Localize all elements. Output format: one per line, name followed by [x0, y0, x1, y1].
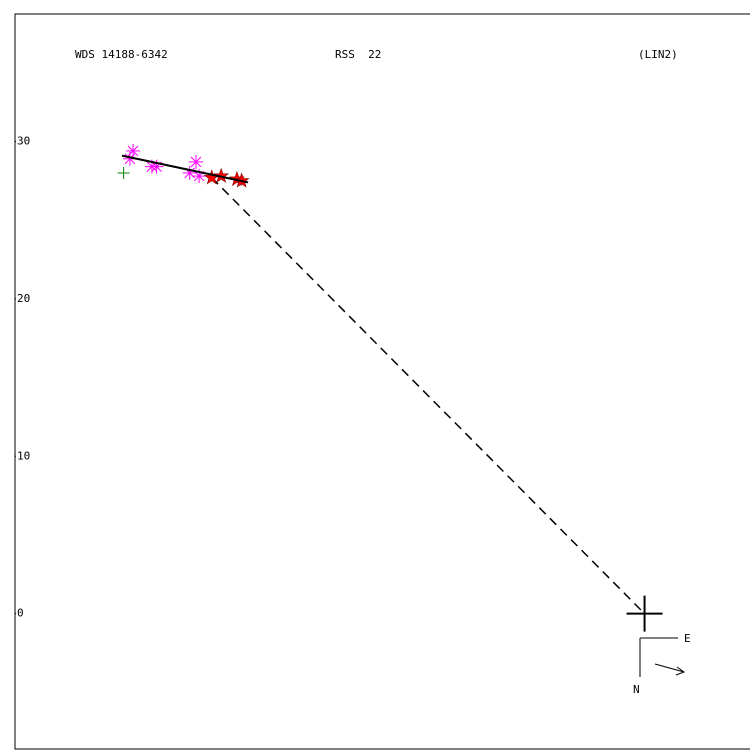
compass-east-label: E — [684, 632, 691, 645]
y-tick-label: 30 — [17, 134, 30, 147]
asterisk-spoke — [190, 156, 202, 168]
star-shape — [213, 167, 230, 183]
data-point — [188, 154, 203, 169]
asterisk-spoke — [184, 167, 196, 179]
chart-subtitle: RSS 22 — [335, 48, 381, 61]
y-tick-label: 0 — [17, 607, 24, 620]
asterisk-spoke — [124, 153, 136, 165]
annotation: (LIN2) — [638, 48, 678, 61]
compass-north-label: N — [633, 683, 640, 696]
chart-title: WDS 14188-6342 — [75, 48, 168, 61]
primary-star — [626, 595, 663, 632]
plot-frame — [14, 13, 750, 750]
y-tick-label: 10 — [17, 449, 30, 462]
fit-line — [121, 154, 249, 184]
compass: E N — [633, 632, 691, 696]
plus-stroke — [117, 166, 130, 179]
y-tick-label: 20 — [17, 292, 30, 305]
data-point — [117, 166, 130, 179]
motion-arrow — [654, 663, 686, 676]
dashed-line — [211, 177, 646, 615]
data-point — [213, 167, 230, 183]
